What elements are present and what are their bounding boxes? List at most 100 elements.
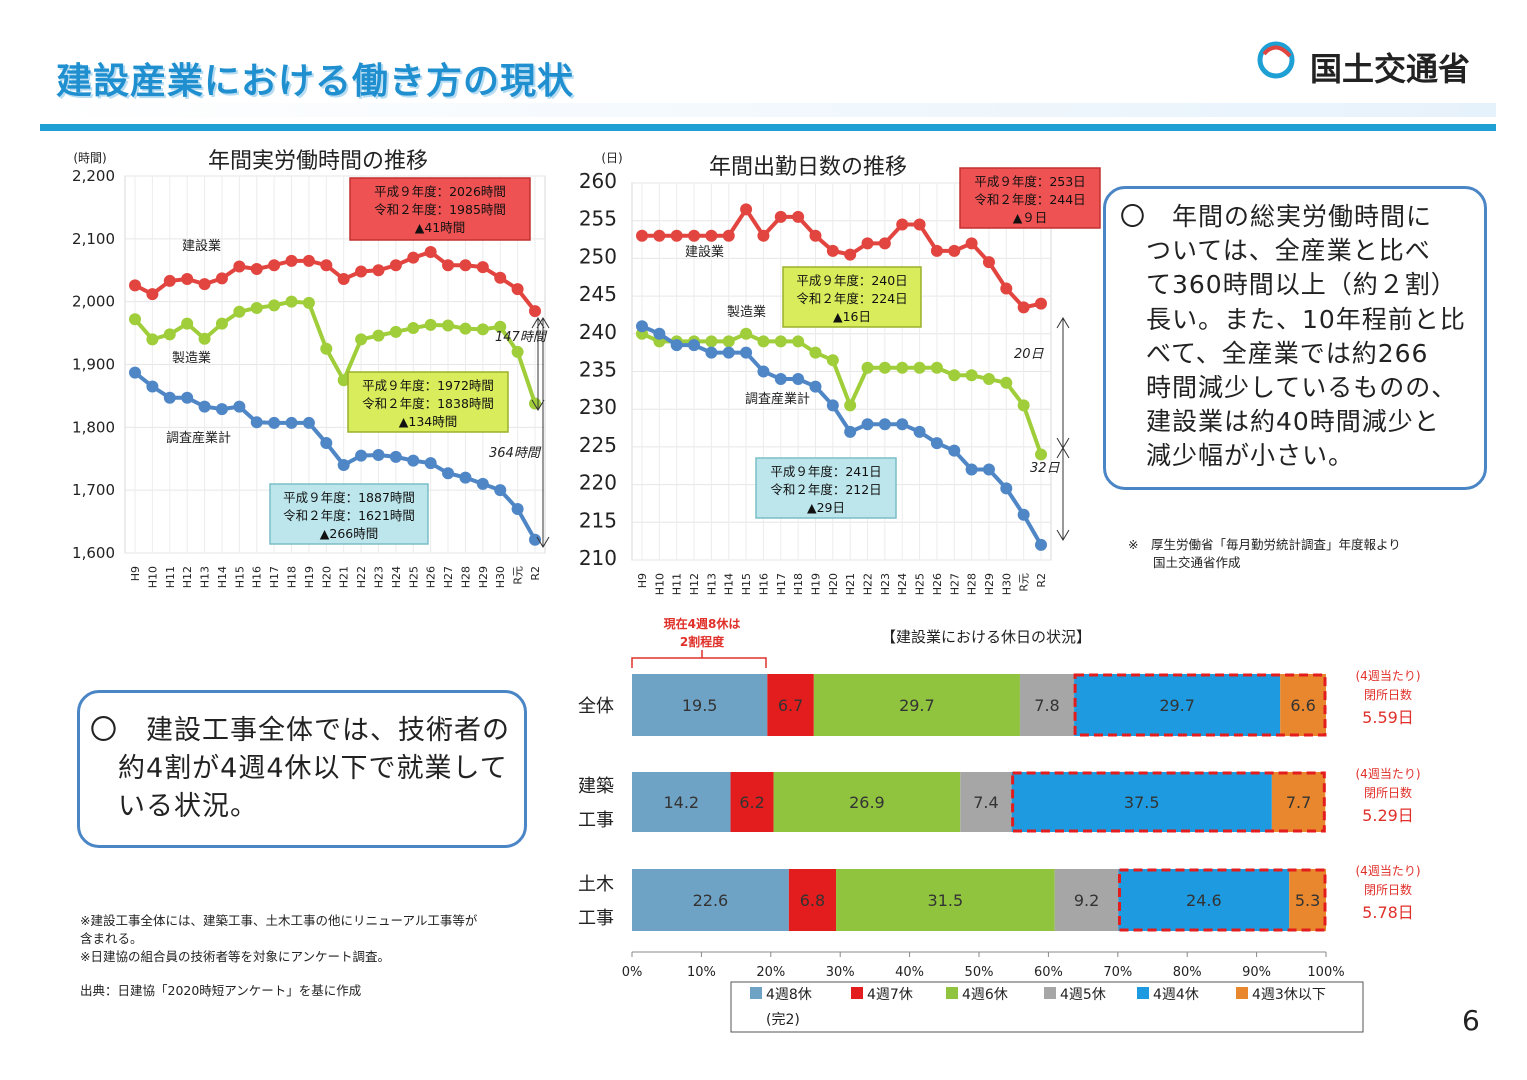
x-tick-label: 40% xyxy=(895,965,924,980)
arrowhead-down-icon xyxy=(1056,529,1070,541)
x-tick-label: H11 xyxy=(164,566,177,588)
x-tick-label: H21 xyxy=(844,573,857,595)
data-point xyxy=(636,229,648,242)
data-point xyxy=(757,229,770,242)
data-point xyxy=(181,273,194,286)
data-point xyxy=(511,503,524,516)
data-point xyxy=(389,325,402,338)
data-point xyxy=(1017,508,1030,521)
data-point xyxy=(494,271,507,284)
x-tick-label: H15 xyxy=(233,566,246,588)
data-point xyxy=(250,301,263,314)
data-point xyxy=(1000,376,1013,389)
bar-value-label: 7.8 xyxy=(1034,696,1059,715)
y-tick-label: 220 xyxy=(579,471,617,495)
callout-text: ▲29日 xyxy=(807,500,845,515)
x-tick-label: H20 xyxy=(827,573,840,595)
data-point xyxy=(146,333,159,346)
callout-box xyxy=(269,483,429,545)
x-tick-label: 0% xyxy=(622,965,643,980)
callout-text: ▲９日 xyxy=(1013,210,1048,225)
bar-value-label: 24.6 xyxy=(1186,891,1222,910)
legend-swatch xyxy=(851,987,863,999)
x-tick-label: H30 xyxy=(494,566,507,588)
data-point xyxy=(636,320,648,333)
category-label: 土木 xyxy=(578,874,614,895)
x-tick-label: H23 xyxy=(879,573,892,595)
page-title: 建設産業における働き方の現状 xyxy=(56,61,575,102)
data-point xyxy=(861,361,874,374)
legend-label: (完2) xyxy=(766,1012,800,1028)
x-tick-label: R元 xyxy=(1018,573,1031,592)
data-point xyxy=(181,317,194,330)
data-point xyxy=(809,229,822,242)
callout-text: 令和２年度：244日 xyxy=(974,192,1085,207)
data-point xyxy=(268,299,281,312)
closed-days-caption: (4週当たり) xyxy=(1356,669,1421,683)
data-point xyxy=(424,457,437,470)
callout-text: 平成９年度：241日 xyxy=(770,464,881,479)
x-tick-label: H17 xyxy=(775,573,788,595)
data-point xyxy=(774,210,787,223)
data-point xyxy=(930,244,943,257)
x-tick-label: H18 xyxy=(286,566,299,588)
bar-value-label: 29.7 xyxy=(899,696,935,715)
hours-chart: 1,600 1,700 1,800 1,900 2,000 2,100 2,200 H9 H10… xyxy=(72,149,550,588)
annotation-bracket xyxy=(631,657,767,668)
x-tick-label: H10 xyxy=(146,566,159,588)
data-point xyxy=(407,322,420,335)
data-point xyxy=(215,272,228,285)
data-point xyxy=(320,437,333,450)
data-point xyxy=(302,296,315,309)
source-note-labor-survey: ※ 厚生労働省「毎月勤労統計調査」年度報より 国土交通省作成 xyxy=(1128,537,1401,570)
data-point xyxy=(965,463,978,476)
x-tick-label: H20 xyxy=(320,566,333,588)
x-tick-label: H14 xyxy=(723,573,736,595)
data-point xyxy=(878,237,891,250)
data-point xyxy=(896,361,909,374)
data-point xyxy=(146,288,159,301)
y-tick-label: 215 xyxy=(579,508,617,532)
legend-label: 4週3休以下 xyxy=(1252,987,1326,1003)
data-point xyxy=(215,403,228,416)
callout-text: 平成９年度：1972時間 xyxy=(362,378,494,393)
data-point xyxy=(826,244,839,257)
arrowhead-up-icon xyxy=(1056,447,1070,459)
x-tick-label: 50% xyxy=(965,965,994,980)
chart-title: 年間出勤日数の推移 xyxy=(709,155,907,180)
x-tick-label: H30 xyxy=(1000,573,1013,595)
data-point xyxy=(181,391,194,404)
data-point xyxy=(670,229,683,242)
x-tick-label: H16 xyxy=(251,566,264,588)
data-point xyxy=(792,335,805,348)
chart-title: 年間実労働時間の推移 xyxy=(208,149,428,174)
x-tick-label: H22 xyxy=(862,573,875,595)
y-tick-label: 230 xyxy=(579,395,617,419)
y-tick-label: 1,700 xyxy=(72,481,115,499)
data-point xyxy=(688,339,701,352)
bar-segment xyxy=(1019,674,1075,736)
data-point xyxy=(1000,282,1013,295)
data-point xyxy=(494,320,507,333)
arrowhead-up-icon xyxy=(531,317,545,329)
y-tick-label: 2,000 xyxy=(72,293,115,311)
y-tick-label: 1,800 xyxy=(72,418,115,436)
x-tick-label: H19 xyxy=(303,566,316,588)
closed-days-caption: (4週当たり) xyxy=(1356,767,1421,781)
callout-text: 平成９年度：240日 xyxy=(796,273,907,288)
series-label: 調査産業計 xyxy=(166,430,231,446)
data-point xyxy=(965,369,978,382)
data-point xyxy=(1017,399,1030,412)
data-point xyxy=(913,361,926,374)
data-point xyxy=(878,418,891,431)
y-tick-label: 255 xyxy=(579,207,617,231)
data-point xyxy=(355,449,368,462)
bar-segment xyxy=(813,674,1020,736)
data-point xyxy=(529,533,541,546)
x-tick-label: 20% xyxy=(756,965,785,980)
bar-segment xyxy=(767,674,814,736)
data-point xyxy=(389,259,402,272)
data-point xyxy=(653,327,666,340)
data-point xyxy=(407,251,420,264)
